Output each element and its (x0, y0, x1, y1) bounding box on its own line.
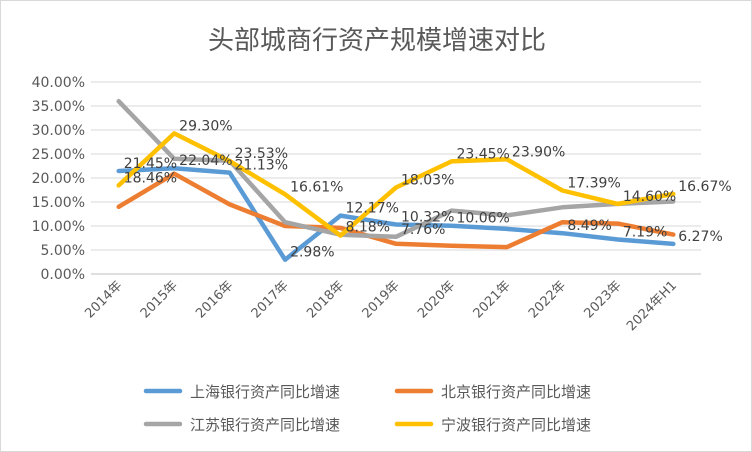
series-line (116, 171, 676, 250)
x-tick-label: 2016年 (193, 278, 236, 321)
y-tick-label: 35.00% (32, 99, 85, 115)
y-tick-label: 40.00% (32, 75, 85, 91)
y-tick-label: 0.00% (41, 267, 85, 283)
data-label: 29.30% (179, 118, 232, 134)
y-tick-label: 5.00% (41, 243, 85, 259)
series-line (116, 98, 676, 240)
legend-label: 上海银行资产同比增速 (190, 383, 340, 401)
data-label: 18.03% (401, 172, 454, 188)
x-tick-label: 2018年 (304, 278, 347, 321)
chart-title: 头部城商行资产规模增速对比 (208, 26, 546, 56)
data-label: 7.19% (623, 224, 667, 240)
gridlines (91, 81, 701, 275)
x-tick-label: 2022年 (526, 278, 569, 321)
data-label: 16.61% (290, 179, 343, 195)
data-label: 7.76% (401, 222, 445, 238)
x-tick-label: 2019年 (360, 278, 403, 321)
x-tick-label: 2024年H1 (624, 278, 680, 334)
data-label: 2.98% (290, 245, 334, 261)
y-axis-ticks: 0.00% 5.00% 10.00% 15.00% 20.00% 25.00% 30.00%… (32, 75, 85, 283)
x-tick-label: 2015年 (138, 278, 181, 321)
data-label: 23.45% (456, 146, 509, 162)
y-tick-label: 10.00% (32, 219, 85, 235)
y-tick-label: 25.00% (32, 147, 85, 163)
data-label: 18.46% (124, 170, 177, 186)
data-label: 23.90% (512, 144, 565, 160)
series-line (116, 165, 676, 262)
x-tick-label: 2014年 (82, 278, 125, 321)
data-label: 6.27% (678, 229, 722, 245)
legend-label: 江苏银行资产同比增速 (190, 416, 340, 434)
data-label: 17.39% (567, 176, 620, 192)
x-axis-ticks: 2014年 2015年 2016年 2017年 2018年 2019年 2020年 2021年… (82, 278, 680, 334)
y-tick-label: 20.00% (32, 171, 85, 187)
x-tick-label: 2020年 (415, 278, 458, 321)
data-label: 14.60% (623, 189, 676, 205)
data-label: 23.53% (235, 146, 288, 162)
y-tick-label: 30.00% (32, 123, 85, 139)
x-tick-label: 2017年 (249, 278, 292, 321)
data-label: 22.04% (179, 153, 232, 169)
data-label: 10.06% (456, 211, 509, 227)
x-tick-label: 2023年 (581, 278, 624, 321)
x-tick-label: 2021年 (471, 278, 514, 321)
data-label: 16.67% (678, 179, 731, 195)
series-line (116, 131, 676, 238)
data-label: 10.32% (401, 209, 454, 225)
legend-label: 宁波银行资产同比增速 (441, 416, 591, 434)
series-lines (116, 98, 676, 262)
legend-label: 北京银行资产同比增速 (441, 383, 591, 401)
y-tick-label: 15.00% (32, 195, 85, 211)
data-label: 12.17% (346, 201, 399, 217)
data-label: 8.49% (567, 218, 611, 234)
data-label: 21.45% (124, 156, 177, 172)
data-label: 8.18% (346, 220, 390, 236)
data-label: 21.13% (235, 158, 288, 174)
data-labels: 21.45% 22.04% 21.13% 2.98% 12.17%10.32% 10.06… (124, 118, 732, 260)
